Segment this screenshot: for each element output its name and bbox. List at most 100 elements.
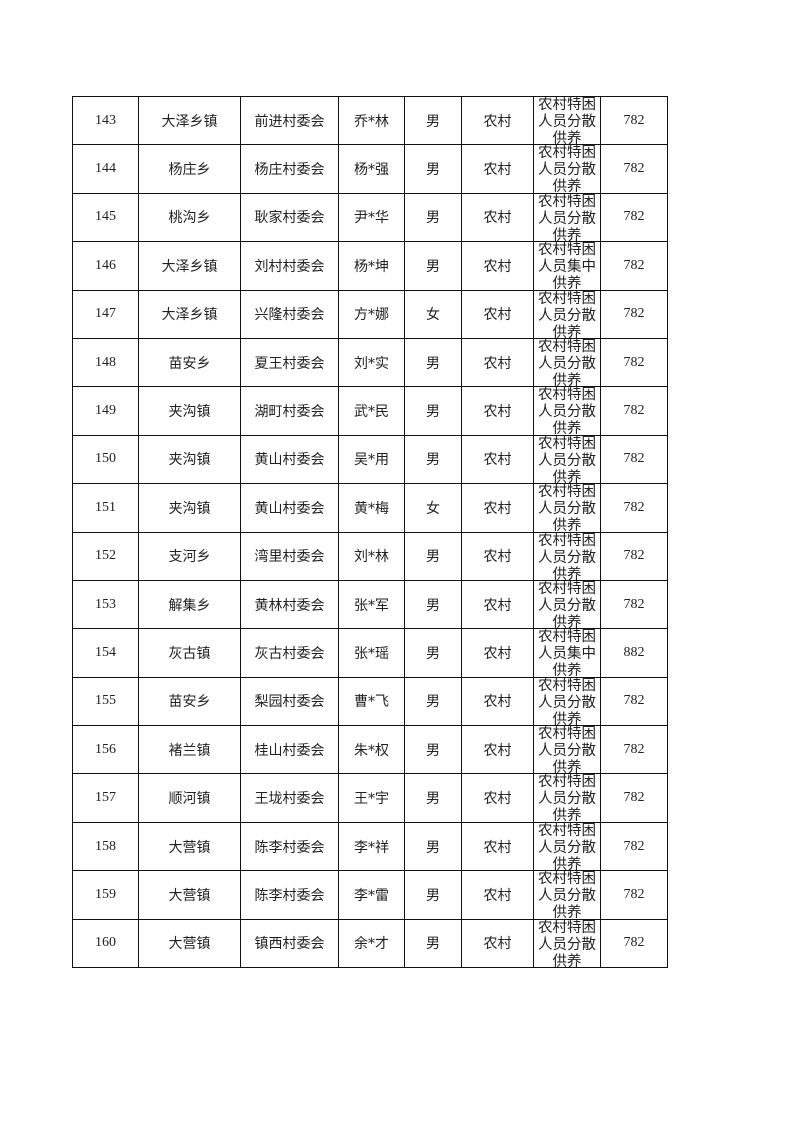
support-type-cell: 农村特困人员分散供养	[533, 434, 601, 485]
village-committee-cell: 黄山村委会	[240, 434, 339, 485]
township-cell: 大泽乡镇	[138, 241, 241, 291]
residence-type-cell: 农村	[461, 531, 534, 581]
name-cell: 余*才	[338, 918, 405, 969]
row-number-cell: 160	[72, 918, 139, 969]
table-row: 145 桃沟乡 耿家村委会 尹*华男农村 农村特困人员分散供养 782	[72, 192, 668, 243]
table-row: 143 大泽乡镇 前进村委会 乔*林男农村 农村特困人员分散供养 782	[72, 95, 668, 146]
support-type-cell: 农村特困人员集中供养	[533, 241, 601, 291]
village-committee-cell: 耿家村委会	[240, 192, 339, 243]
support-type-text: 农村特困人员分散供养	[538, 726, 596, 774]
township-cell: 苗安乡	[138, 676, 241, 727]
gender-cell: 女	[404, 289, 462, 339]
table-row: 151 夹沟镇 黄山村委会 黄*梅女农村 农村特困人员分散供养 782	[72, 483, 668, 533]
table-row: 144 杨庄乡 杨庄村委会 杨*强男农村 农村特困人员分散供养 782	[72, 144, 668, 194]
row-number-cell: 157	[72, 773, 139, 823]
village-committee-cell: 梨园村委会	[240, 676, 339, 727]
name-cell: 尹*华	[338, 192, 405, 243]
name-cell: 朱*权	[338, 725, 405, 775]
name-cell: 方*娜	[338, 289, 405, 339]
township-cell: 桃沟乡	[138, 192, 241, 243]
support-type-text: 农村特困人员集中供养	[538, 242, 596, 290]
row-number-cell: 156	[72, 725, 139, 775]
gender-cell: 男	[404, 918, 462, 969]
gender-cell: 男	[404, 579, 462, 630]
gender-cell: 男	[404, 95, 462, 146]
beneficiary-table: 143 大泽乡镇 前进村委会 乔*林男农村 农村特困人员分散供养 782 144 杨庄乡 杨庄村…	[72, 95, 668, 969]
table-row: 156 褚兰镇 桂山村委会 朱*权男农村 农村特困人员分散供养 782	[72, 725, 668, 775]
amount-cell: 782	[600, 386, 668, 436]
support-type-text: 农村特困人员集中供养	[538, 629, 596, 677]
gender-cell: 男	[404, 386, 462, 436]
row-number-cell: 148	[72, 337, 139, 388]
village-committee-cell: 前进村委会	[240, 95, 339, 146]
residence-type-cell: 农村	[461, 386, 534, 436]
row-number-cell: 149	[72, 386, 139, 436]
support-type-cell: 农村特困人员分散供养	[533, 676, 601, 727]
residence-type-cell: 农村	[461, 144, 534, 194]
village-committee-cell: 湾里村委会	[240, 531, 339, 581]
amount-cell: 782	[600, 773, 668, 823]
township-cell: 杨庄乡	[138, 144, 241, 194]
support-type-cell: 农村特困人员分散供养	[533, 386, 601, 436]
support-type-cell: 农村特困人员分散供养	[533, 725, 601, 775]
gender-cell: 男	[404, 676, 462, 727]
support-type-text: 农村特困人员分散供养	[538, 290, 596, 338]
support-type-text: 农村特困人员分散供养	[538, 580, 596, 628]
township-cell: 大泽乡镇	[138, 289, 241, 339]
name-cell: 杨*坤	[338, 241, 405, 291]
residence-type-cell: 农村	[461, 579, 534, 630]
gender-cell: 男	[404, 725, 462, 775]
row-number-cell: 143	[72, 95, 139, 146]
support-type-cell: 农村特困人员分散供养	[533, 870, 601, 920]
amount-cell: 782	[600, 725, 668, 775]
row-number-cell: 147	[72, 289, 139, 339]
village-committee-cell: 黄林村委会	[240, 579, 339, 630]
support-type-cell: 农村特困人员分散供养	[533, 579, 601, 630]
table-row: 149 夹沟镇 湖町村委会 武*民男农村 农村特困人员分散供养 782	[72, 386, 668, 436]
gender-cell: 男	[404, 628, 462, 678]
residence-type-cell: 农村	[461, 676, 534, 727]
amount-cell: 782	[600, 870, 668, 920]
table-row: 154 灰古镇 灰古村委会 张*瑶男农村 农村特困人员集中供养 882	[72, 628, 668, 678]
row-number-cell: 159	[72, 870, 139, 920]
amount-cell: 782	[600, 434, 668, 485]
amount-cell: 782	[600, 289, 668, 339]
table-row: 152 支河乡 湾里村委会 刘*林男农村 农村特困人员分散供养 782	[72, 531, 668, 581]
name-cell: 张*瑶	[338, 628, 405, 678]
name-cell: 刘*林	[338, 531, 405, 581]
village-committee-cell: 兴隆村委会	[240, 289, 339, 339]
residence-type-cell: 农村	[461, 483, 534, 533]
support-type-cell: 农村特困人员分散供养	[533, 337, 601, 388]
residence-type-cell: 农村	[461, 289, 534, 339]
support-type-cell: 农村特困人员分散供养	[533, 144, 601, 194]
residence-type-cell: 农村	[461, 773, 534, 823]
name-cell: 曹*飞	[338, 676, 405, 727]
support-type-text: 农村特困人员分散供养	[538, 387, 596, 435]
village-committee-cell: 陈李村委会	[240, 821, 339, 872]
gender-cell: 男	[404, 337, 462, 388]
amount-cell: 782	[600, 144, 668, 194]
township-cell: 夹沟镇	[138, 434, 241, 485]
name-cell: 乔*林	[338, 95, 405, 146]
gender-cell: 男	[404, 870, 462, 920]
residence-type-cell: 农村	[461, 870, 534, 920]
support-type-text: 农村特困人员分散供养	[538, 871, 596, 919]
township-cell: 大营镇	[138, 870, 241, 920]
support-type-text: 农村特困人员分散供养	[538, 484, 596, 532]
village-committee-cell: 刘村村委会	[240, 241, 339, 291]
gender-cell: 男	[404, 144, 462, 194]
gender-cell: 男	[404, 821, 462, 872]
residence-type-cell: 农村	[461, 192, 534, 243]
amount-cell: 782	[600, 579, 668, 630]
row-number-cell: 158	[72, 821, 139, 872]
village-committee-cell: 灰古村委会	[240, 628, 339, 678]
name-cell: 刘*实	[338, 337, 405, 388]
table-row: 157 顺河镇 王垅村委会 王*宇男农村 农村特困人员分散供养 782	[72, 773, 668, 823]
gender-cell: 男	[404, 192, 462, 243]
row-number-cell: 150	[72, 434, 139, 485]
table-row: 160 大营镇 镇西村委会 余*才男农村 农村特困人员分散供养 782	[72, 918, 668, 969]
amount-cell: 782	[600, 192, 668, 243]
name-cell: 李*雷	[338, 870, 405, 920]
village-committee-cell: 湖町村委会	[240, 386, 339, 436]
table-row: 155 苗安乡 梨园村委会 曹*飞男农村 农村特困人员分散供养 782	[72, 676, 668, 727]
